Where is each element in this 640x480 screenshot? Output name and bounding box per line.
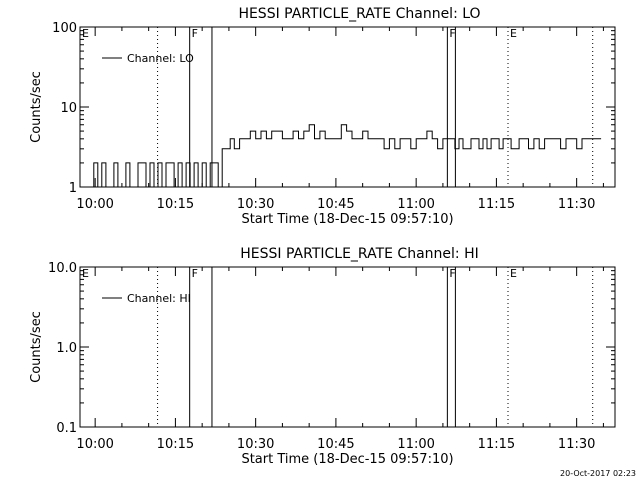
x-tick-label: 10:45 (317, 437, 354, 452)
x-axis-label: Start Time (18-Dec-15 09:57:10) (241, 212, 453, 227)
event-marker-label: F (192, 27, 198, 40)
y-axis-label: Counts/sec (29, 71, 44, 143)
chart-title: HESSI PARTICLE_RATE Channel: LO (238, 6, 480, 22)
x-tick-label: 10:00 (76, 437, 113, 452)
event-marker-label: E (510, 267, 517, 280)
x-tick-label: 10:15 (157, 437, 194, 452)
x-tick-label: 11:30 (558, 437, 595, 452)
y-tick-label: 10.0 (48, 261, 77, 276)
x-tick-label: 11:00 (397, 197, 434, 212)
event-marker-label: E (510, 27, 517, 40)
x-tick-label: 11:30 (558, 197, 595, 212)
x-tick-label: 10:30 (237, 197, 274, 212)
legend-label: Channel: LO (127, 52, 194, 65)
legend-label: Channel: HI (127, 292, 191, 305)
x-axis-label: Start Time (18-Dec-15 09:57:10) (241, 452, 453, 467)
generated-timestamp: 20-Oct-2017 02:23 (560, 469, 636, 478)
series-line (89, 124, 602, 188)
y-tick-label: 10 (60, 101, 77, 116)
x-tick-label: 10:45 (317, 197, 354, 212)
y-axis-label: Counts/sec (29, 311, 44, 383)
corner-event-label: E (82, 27, 89, 40)
event-marker-label: F (449, 27, 455, 40)
x-tick-label: 10:15 (157, 197, 194, 212)
chart-title: HESSI PARTICLE_RATE Channel: HI (240, 246, 478, 262)
x-tick-label: 11:15 (478, 197, 515, 212)
x-tick-label: 11:00 (397, 437, 434, 452)
y-tick-label: 0.1 (56, 421, 77, 436)
event-marker-label: F (192, 267, 198, 280)
plot-frame (79, 266, 616, 428)
corner-event-label: E (82, 267, 89, 280)
y-tick-label: 100 (52, 21, 77, 36)
event-marker-label: F (449, 267, 455, 280)
y-tick-label: 1 (69, 181, 77, 196)
x-tick-label: 10:00 (76, 197, 113, 212)
x-tick-label: 11:15 (478, 437, 515, 452)
y-tick-label: 1.0 (56, 341, 77, 356)
x-tick-label: 10:30 (237, 437, 274, 452)
